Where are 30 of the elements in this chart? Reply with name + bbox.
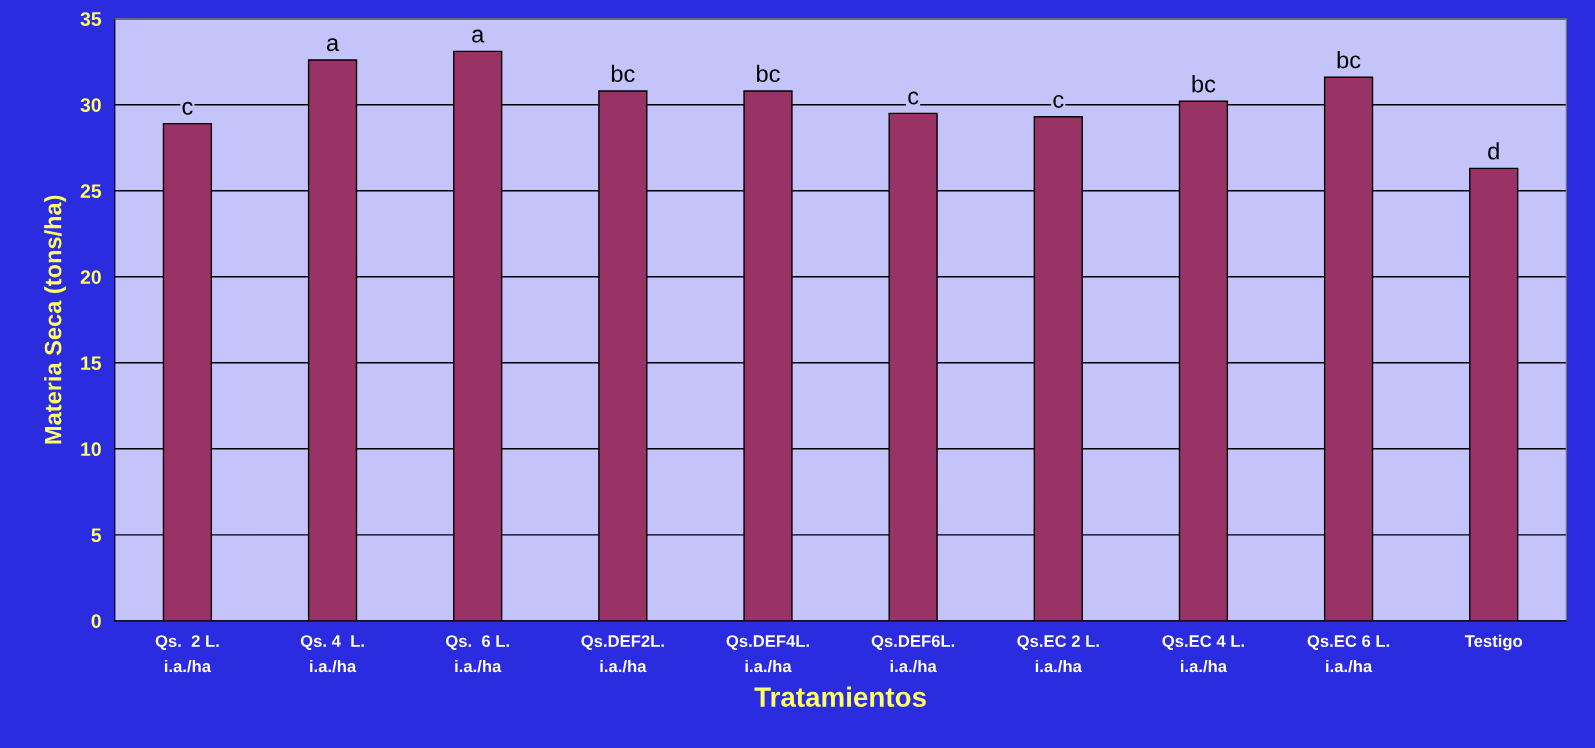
x-tick-label: Qs.EC 2 L. i.a./ha [1017,635,1099,673]
annotation: bc [757,64,780,83]
annotation: bc [611,64,635,83]
y-tick-label: 30 [80,98,101,112]
annotation: a [327,38,340,52]
x-tick-label: Testigo [1464,634,1523,651]
annotation: d [1488,142,1499,160]
y-tick-label: 5 [91,528,102,543]
x-tick-label: Qs. 6 L. i.a./ha [445,635,509,673]
x-tick-label: Qs.DEF2L. i.a./ha [581,635,664,673]
x-tick-label: Qs.EC 6 L. i.a./ha [1307,635,1390,673]
annotation: c [1053,94,1064,108]
x-tick-label: Qs. 2 L. i.a./ha [155,635,219,673]
annotation: bc [1337,51,1361,69]
annotation: c [182,101,193,115]
annotation: c [908,91,919,105]
y-axis-title: Materia Seca (tons/ha) [44,195,67,444]
annotation: bc [1192,75,1216,93]
y-tick-label: 25 [80,184,102,198]
y-tick-label: 0 [91,614,101,629]
x-tick-label: Qs.EC 4 L. i.a./ha [1162,635,1244,673]
annotation: a [472,29,485,43]
x-tick-label: Qs.DEF4L. i.a./ha [726,635,809,673]
y-tick-label: 15 [81,356,102,371]
y-tick-label: 20 [80,270,101,284]
x-tick-label: Qs. 4 L. i.a./ha [300,635,364,673]
y-tick-label: 35 [80,12,102,26]
x-axis-title: Tratamientos [754,686,926,707]
x-tick-label: Qs.DEF6L. i.a./ha [871,635,955,673]
y-tick-label: 10 [81,442,101,457]
